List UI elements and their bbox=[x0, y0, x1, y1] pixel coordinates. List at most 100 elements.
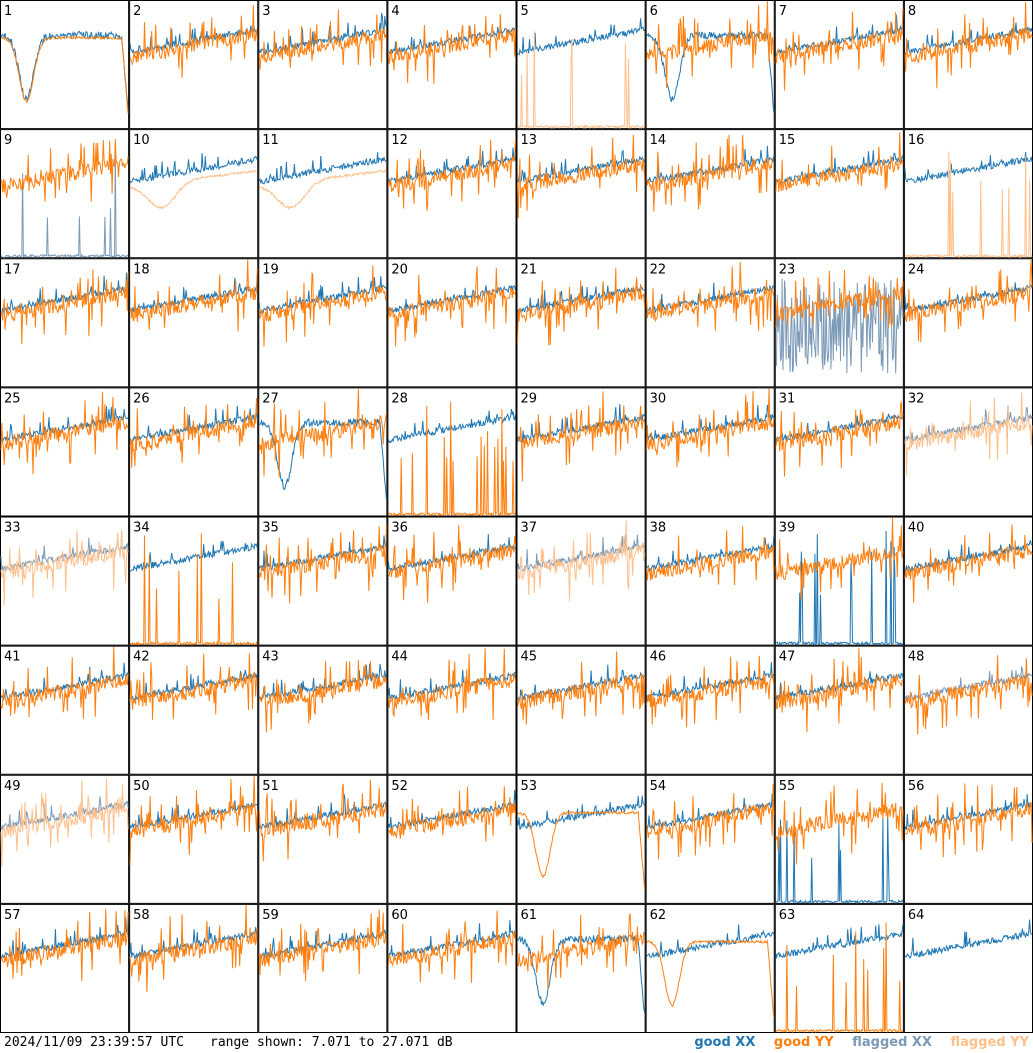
panel-label: 28 bbox=[391, 391, 408, 406]
panel-frame bbox=[903, 645, 1033, 775]
series-yy-61 bbox=[517, 913, 646, 990]
panel-52: 52 bbox=[387, 774, 517, 904]
panel-label: 7 bbox=[779, 4, 787, 19]
series-xx-25 bbox=[0, 406, 129, 444]
series-xx-63 bbox=[775, 924, 904, 959]
series-yy-17 bbox=[0, 269, 129, 345]
panel-59: 59 bbox=[258, 903, 388, 1033]
panel-label: 14 bbox=[650, 133, 667, 148]
series-yy-50 bbox=[129, 775, 258, 866]
series-xx-34 bbox=[129, 540, 258, 573]
panel-label: 32 bbox=[908, 391, 925, 406]
legend-flagged-yy: flagged YY bbox=[950, 1035, 1030, 1050]
series-yy-46 bbox=[646, 655, 775, 728]
series-xx-64 bbox=[904, 919, 1033, 959]
series-yy-47 bbox=[775, 648, 904, 733]
panel-frame bbox=[129, 387, 259, 517]
series-xx-28 bbox=[387, 409, 516, 444]
panel-label: 38 bbox=[650, 521, 667, 536]
series-yy-11 bbox=[259, 169, 387, 211]
panel-34: 34 bbox=[129, 516, 259, 647]
panel-label: 55 bbox=[779, 779, 796, 794]
panel-29: 29 bbox=[516, 387, 646, 517]
panel-frame bbox=[387, 0, 517, 130]
panel-frame bbox=[516, 0, 646, 130]
panel-frame bbox=[645, 0, 775, 130]
panel-label: 9 bbox=[4, 133, 12, 148]
timestamp: 2024/11/09 23:39:57 UTC bbox=[4, 1035, 185, 1050]
series-yy-19 bbox=[258, 265, 387, 347]
panel-32: 32 bbox=[903, 387, 1033, 517]
series-yy-59 bbox=[258, 909, 387, 982]
series-yy-29 bbox=[517, 391, 646, 482]
panel-label: 16 bbox=[908, 133, 925, 148]
panel-55: 55 bbox=[774, 774, 904, 905]
panel-label: 58 bbox=[133, 908, 150, 923]
series-xx-62 bbox=[646, 924, 775, 959]
series-yy-39 bbox=[775, 517, 904, 600]
panel-label: 26 bbox=[133, 391, 150, 406]
panel-36: 36 bbox=[387, 516, 517, 646]
panel-frame bbox=[645, 645, 775, 775]
panel-frame bbox=[387, 645, 517, 775]
panel-label: 59 bbox=[262, 908, 279, 923]
panel-label: 47 bbox=[779, 650, 796, 665]
panel-label: 57 bbox=[4, 908, 21, 923]
panel-28: 28 bbox=[387, 387, 517, 517]
panel-frame bbox=[129, 258, 259, 388]
panel-18: 18 bbox=[129, 258, 259, 388]
series-yy-56 bbox=[904, 783, 1033, 858]
panel-8: 8 bbox=[903, 0, 1033, 130]
series-xx-59 bbox=[258, 929, 387, 960]
panel-label: 40 bbox=[908, 521, 925, 536]
series-xx-15 bbox=[775, 150, 904, 185]
panel-33: 33 bbox=[0, 516, 130, 646]
series-xx-32 bbox=[904, 405, 1033, 443]
panel-6: 6 bbox=[645, 0, 775, 130]
panel-46: 46 bbox=[645, 645, 775, 775]
panel-label: 62 bbox=[650, 908, 667, 923]
panel-1: 1 bbox=[0, 0, 130, 130]
series-yy-20 bbox=[387, 266, 516, 347]
panel-frame bbox=[129, 0, 259, 130]
panel-10: 10 bbox=[129, 129, 259, 259]
panel-47: 47 bbox=[774, 645, 904, 775]
panel-27: 27 bbox=[258, 387, 388, 517]
series-yy-28 bbox=[387, 401, 516, 517]
series-yy-24 bbox=[904, 259, 1033, 343]
range-text: range shown: 7.071 to 27.071 dB bbox=[210, 1035, 453, 1050]
panel-40: 40 bbox=[903, 516, 1033, 646]
series-xx-42 bbox=[129, 669, 258, 701]
series-yy-14 bbox=[646, 134, 774, 212]
panel-frame bbox=[129, 903, 259, 1033]
series-yy-4 bbox=[387, 13, 516, 84]
panel-frame bbox=[516, 387, 646, 517]
legend-good-xx: good XX bbox=[694, 1035, 756, 1050]
panel-3: 3 bbox=[258, 0, 388, 130]
panel-frame bbox=[258, 387, 388, 517]
series-yy-9 bbox=[0, 139, 129, 202]
panel-frame bbox=[129, 645, 259, 775]
panel-label: 39 bbox=[779, 521, 796, 536]
series-yy-62 bbox=[646, 938, 775, 1019]
panel-48: 48 bbox=[903, 645, 1033, 775]
panel-26: 26 bbox=[129, 387, 259, 517]
panel-37: 37 bbox=[516, 516, 646, 646]
panel-2: 2 bbox=[129, 0, 259, 130]
series-yy-34 bbox=[129, 533, 258, 647]
series-yy-60 bbox=[387, 910, 516, 983]
panel-label: 25 bbox=[4, 391, 21, 406]
panel-30: 30 bbox=[645, 387, 775, 517]
series-yy-43 bbox=[259, 659, 387, 733]
panel-58: 58 bbox=[129, 903, 259, 1033]
panel-frame bbox=[258, 0, 388, 130]
panel-frame bbox=[516, 129, 646, 259]
series-xx-7 bbox=[775, 15, 904, 56]
series-xx-60 bbox=[388, 920, 516, 958]
panel-frame bbox=[645, 387, 775, 517]
panel-frame bbox=[903, 129, 1033, 259]
series-yy-44 bbox=[387, 648, 516, 721]
series-yy-23 bbox=[775, 269, 904, 328]
panel-frame bbox=[516, 258, 646, 388]
panel-50: 50 bbox=[129, 774, 259, 904]
